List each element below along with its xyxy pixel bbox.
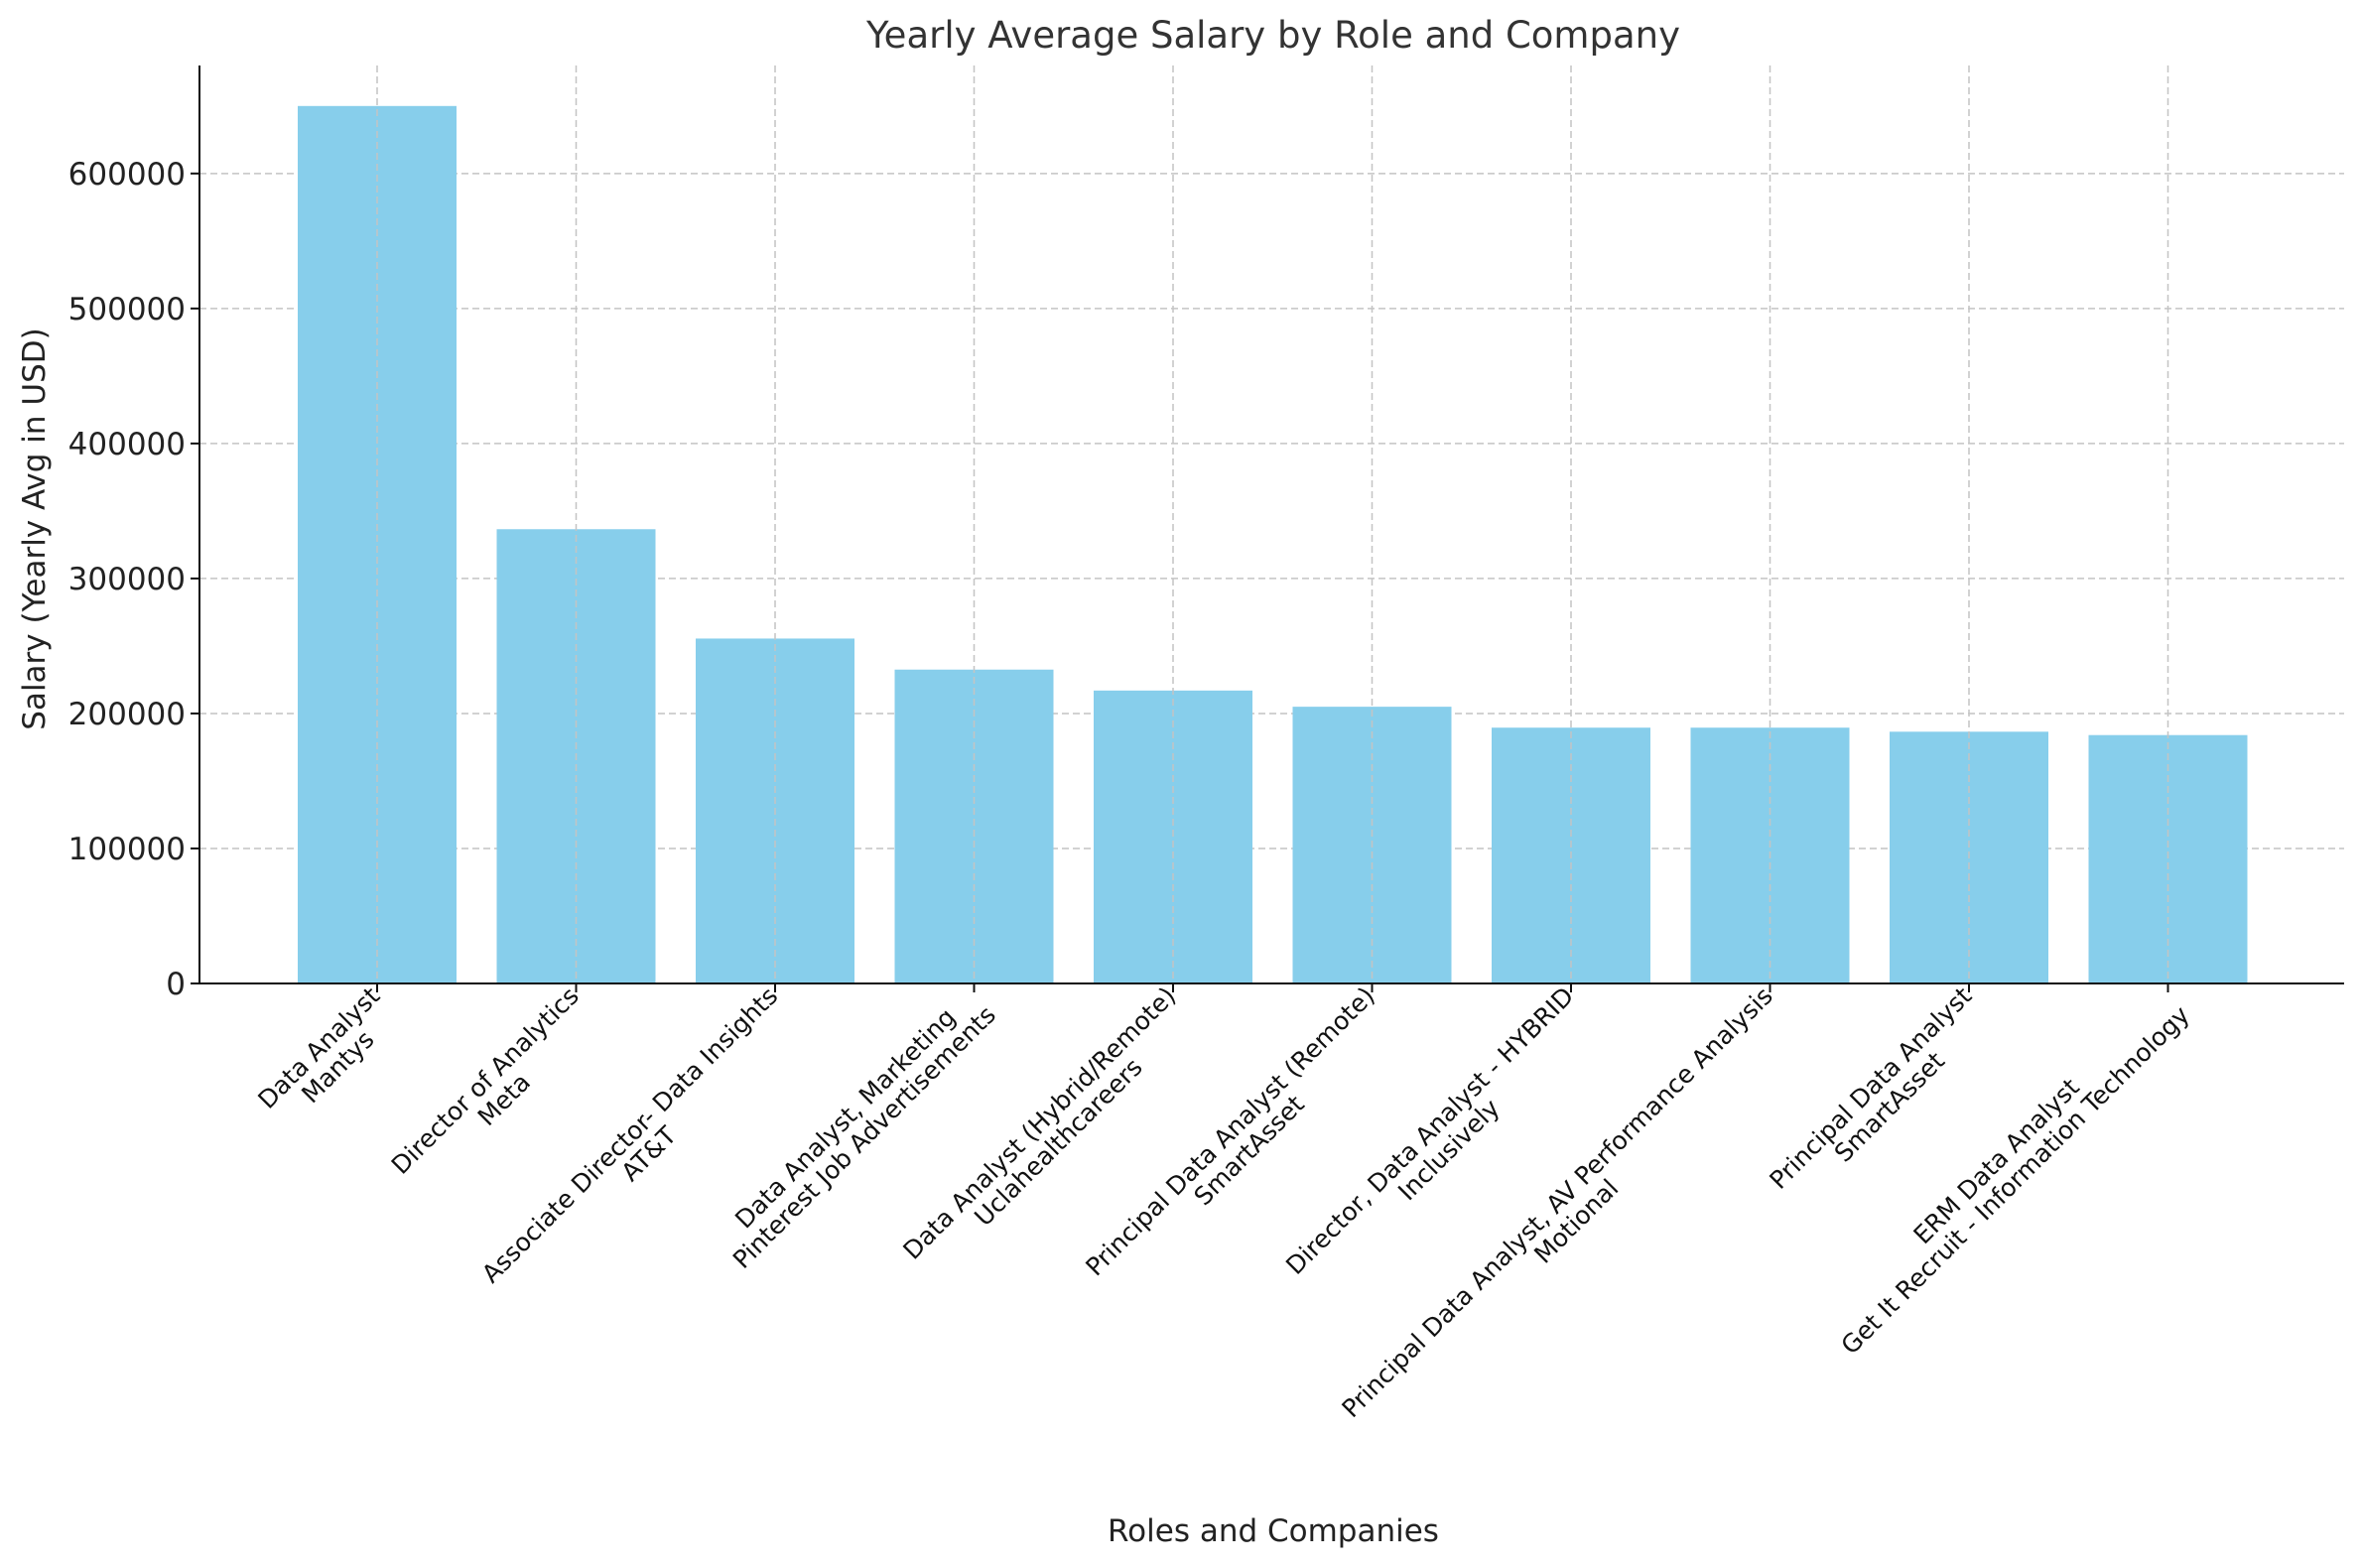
x-tick-label: ERM Data AnalystGet It Recruit - Informa… bbox=[1816, 981, 2195, 1361]
x-tick-label: Director of AnalyticsMeta bbox=[386, 981, 603, 1199]
y-tick-label: 200000 bbox=[68, 697, 186, 732]
grid bbox=[199, 173, 2344, 849]
y-tick-label: 600000 bbox=[68, 157, 186, 193]
x-axis-label: Roles and Companies bbox=[1108, 1513, 1439, 1549]
y-tick-label: 300000 bbox=[68, 562, 186, 597]
y-tick-label: 400000 bbox=[68, 427, 186, 462]
x-tick-label: Data AnalystMantys bbox=[252, 981, 404, 1133]
bar bbox=[894, 669, 1054, 983]
chart-title: Yearly Average Salary by Role and Compan… bbox=[865, 14, 1680, 57]
x-ticks: Data AnalystMantys Director of AnalyticsM… bbox=[252, 981, 2195, 1442]
axes bbox=[198, 65, 2344, 984]
y-ticks: 0 100000 200000 300000 400000 500000 600000 bbox=[68, 157, 199, 1002]
y-tick-label: 100000 bbox=[68, 832, 186, 867]
y-tick-label: 500000 bbox=[68, 292, 186, 327]
bar bbox=[2088, 734, 2248, 983]
y-axis-label: Salary (Yearly Avg in USD) bbox=[17, 327, 53, 729]
bars bbox=[298, 65, 2248, 983]
y-tick-label: 0 bbox=[166, 967, 186, 1002]
x-tick-label: Principal Data Analyst, AV Performance A… bbox=[1337, 981, 1797, 1442]
